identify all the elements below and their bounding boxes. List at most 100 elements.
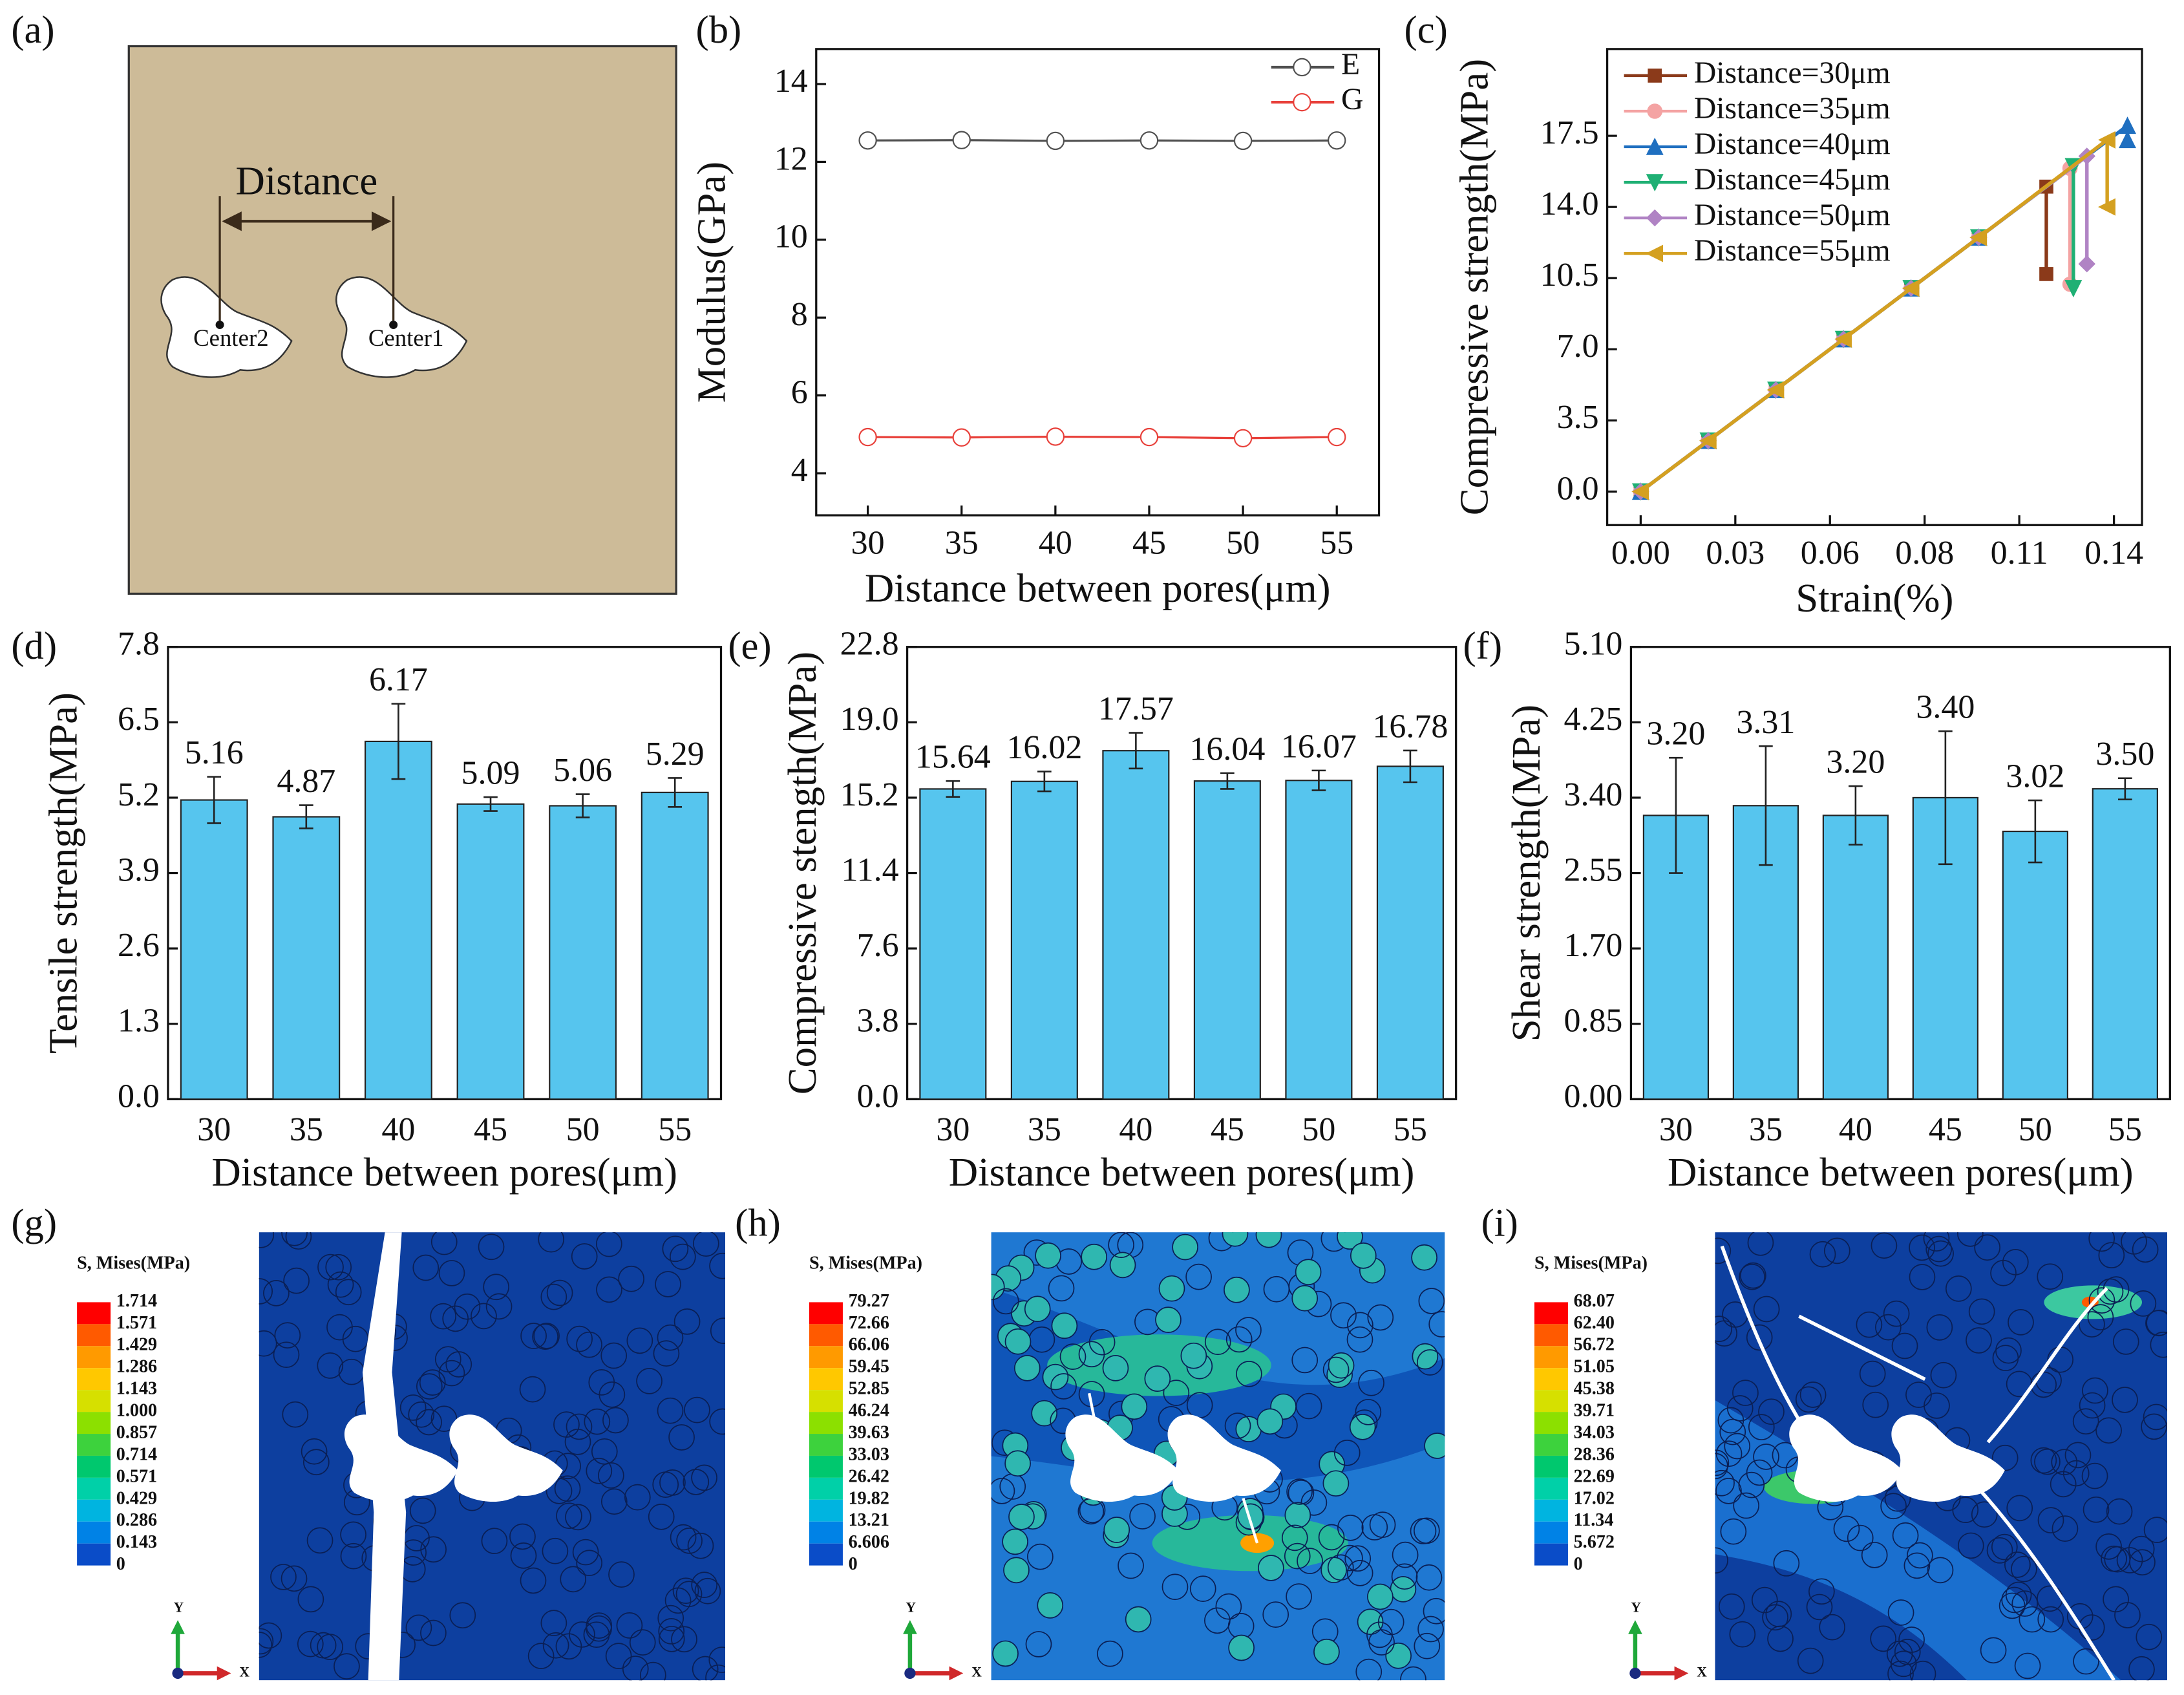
- legend-level: 45.38: [1574, 1379, 1615, 1399]
- x-tick-label: 40: [381, 1111, 415, 1148]
- fiber: [259, 1631, 273, 1658]
- distance-label: Distance: [236, 158, 378, 203]
- x-axis-label: Distance between pores(μm): [865, 566, 1331, 611]
- legend-swatch: [1534, 1477, 1568, 1500]
- fiber: [416, 1373, 443, 1400]
- fiber: [1719, 1418, 1746, 1445]
- fiber: [569, 1621, 595, 1648]
- value-label: 16.78: [1372, 708, 1448, 745]
- fiber: [1909, 1234, 1935, 1261]
- value-label: 5.09: [461, 754, 520, 791]
- fiber: [483, 1274, 510, 1301]
- fiber: [1927, 1240, 1954, 1267]
- marker: [952, 131, 971, 149]
- x-tick-label: 45: [474, 1111, 507, 1148]
- fiber: [259, 1232, 275, 1248]
- fiber: [1720, 1518, 1747, 1545]
- marker: [2119, 131, 2136, 149]
- fiber: [1236, 1360, 1262, 1387]
- fiber: [1413, 1517, 1440, 1544]
- fiber: [1715, 1477, 1742, 1504]
- fiber: [263, 1279, 290, 1306]
- fiber: [510, 1542, 537, 1569]
- fiber: [1773, 1550, 1800, 1577]
- y-tick-label: 7.8: [118, 626, 160, 663]
- legend-swatch: [77, 1521, 111, 1544]
- fiber: [664, 1587, 692, 1614]
- x-axis-label: Distance between pores(μm): [1668, 1149, 2134, 1195]
- fiber: [509, 1523, 536, 1550]
- x-tick-label: 35: [1028, 1111, 1061, 1148]
- fiber: [2037, 1606, 2064, 1633]
- legend-swatch: [809, 1521, 843, 1544]
- legend-level: 11.34: [1574, 1510, 1614, 1530]
- fiber: [1891, 1332, 1918, 1359]
- fiber: [1291, 1347, 1319, 1374]
- legend-swatch: [1534, 1368, 1568, 1391]
- fiber: [1926, 1314, 1953, 1341]
- fiber: [297, 1630, 324, 1658]
- legend-level: 0.857: [116, 1422, 157, 1442]
- legend-swatch: [1534, 1390, 1568, 1412]
- fiber: [1355, 1398, 1382, 1425]
- fiber: [1724, 1433, 1751, 1460]
- fiber: [1357, 1608, 1384, 1636]
- fiber: [1255, 1232, 1282, 1248]
- fiber: [1945, 1275, 1972, 1302]
- y-tick-label: 0.0: [118, 1078, 160, 1114]
- fiber: [618, 1265, 645, 1292]
- fiber: [2141, 1413, 2167, 1440]
- fiber: [1968, 1298, 1995, 1325]
- y-tick-label: 1.3: [118, 1003, 160, 1039]
- fiber: [1337, 1514, 1364, 1541]
- y-tick-label: 6.5: [118, 701, 160, 738]
- fiber: [2083, 1496, 2110, 1523]
- crack: [1720, 1245, 2115, 1681]
- y-tick-label: 11.4: [842, 851, 899, 888]
- legend-swatch: [809, 1455, 843, 1478]
- fiber: [2112, 1328, 2139, 1355]
- y-axis-label: Shear strength(MPa): [1503, 705, 1549, 1041]
- fiber: [1411, 1244, 1437, 1271]
- x-tick-label: 40: [1039, 525, 1072, 562]
- legend-level: 0.429: [116, 1488, 157, 1508]
- axis-label: Y: [174, 1600, 184, 1615]
- legend-level: 13.21: [849, 1510, 889, 1530]
- legend-swatch: [809, 1302, 843, 1325]
- fiber: [471, 1303, 497, 1330]
- y-axis-label: Modulus(GPa): [688, 162, 734, 403]
- x-tick-label: 0.06: [1801, 535, 1860, 571]
- marker: [2039, 267, 2053, 281]
- legend-swatch: [77, 1477, 111, 1500]
- legend-label: Distance=45μm: [1694, 163, 1891, 197]
- fiber: [709, 1408, 726, 1435]
- fiber: [1347, 1312, 1373, 1339]
- fiber: [434, 1346, 461, 1373]
- panel-label: (f): [1463, 624, 1502, 668]
- fiber: [2103, 1586, 2129, 1613]
- fiber: [1991, 1533, 2018, 1561]
- legend-label: Distance=55μm: [1694, 234, 1891, 268]
- x-tick-label: 55: [1394, 1111, 1427, 1148]
- fiber: [576, 1550, 603, 1577]
- y-tick-label: 5.10: [1564, 626, 1622, 663]
- fiber: [2116, 1547, 2143, 1573]
- fiber: [669, 1243, 696, 1270]
- fiber: [2104, 1546, 2131, 1573]
- y-axis-label: Compressive strength(MPa): [1452, 59, 1497, 515]
- fiber: [1428, 1311, 1445, 1338]
- legend-label: Distance=40μm: [1694, 127, 1891, 161]
- marker: [1328, 131, 1346, 150]
- marker: [2098, 131, 2115, 149]
- legend-level: 46.24: [849, 1401, 889, 1421]
- legend-swatch: [77, 1455, 111, 1478]
- x-tick-label: 0.00: [1611, 535, 1670, 571]
- fiber: [317, 1634, 344, 1660]
- legend-level: 0.286: [116, 1510, 157, 1530]
- fiber: [1726, 1395, 1754, 1422]
- legend-swatch: [77, 1324, 111, 1347]
- marker: [1969, 228, 1988, 246]
- y-axis-label: Compressive stength(MPa): [779, 652, 825, 1094]
- fiber: [599, 1381, 626, 1408]
- fiber: [1971, 1501, 1998, 1528]
